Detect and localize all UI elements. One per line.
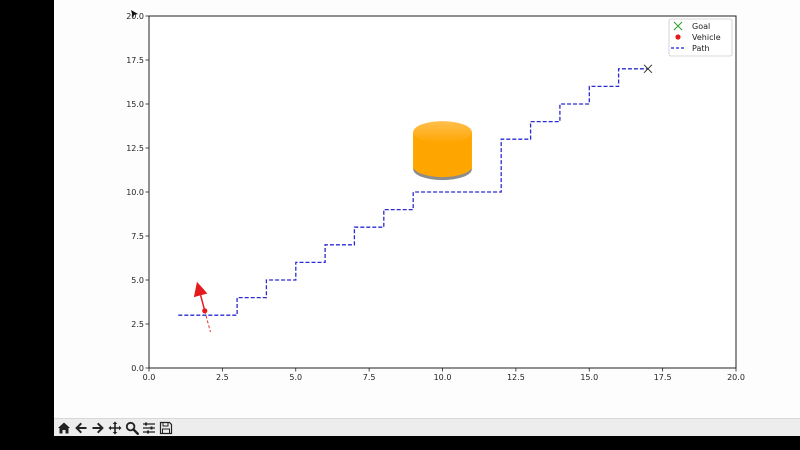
home-button[interactable] [56,420,72,436]
legend-box [668,18,733,57]
vehicle-heading-arrow [193,281,208,298]
y-tick-label: 7.5 [131,232,144,241]
navigation-toolbar [54,418,800,436]
x-tick-label: 12.5 [507,373,525,382]
legend-label: Goal [692,22,710,31]
vehicle-trail [204,310,211,333]
figure-canvas[interactable]: 0.0 2.5 5.0 7.5 10.0 12.5 15.0 17.5 20.0 0.0 2.5 5.… [54,0,800,418]
y-tick-label: 10.0 [126,188,144,197]
x-tick-label: 10.0 [434,373,452,382]
legend-goal-marker [673,21,683,31]
obstacle-cylinder [413,121,472,181]
vehicle-heading-line [199,295,206,311]
back-button[interactable] [73,420,89,436]
zoom-button[interactable] [124,420,140,436]
configure-subplots-button[interactable] [141,420,157,436]
save-button[interactable] [158,420,174,436]
window-bottom-border [54,436,800,450]
x-tick-label: 7.5 [363,373,376,382]
legend-label: Path [692,44,710,53]
legend-vehicle-marker [675,34,681,40]
path-series-line [178,68,648,316]
vehicle-marker [202,308,208,314]
mouse-cursor-icon [131,10,138,18]
y-tick-label: 0.0 [131,364,144,373]
x-tick-label: 2.5 [216,373,229,382]
y-tick-label: 20.0 [126,12,144,21]
goal-marker [643,64,653,74]
x-tick-label: 20.0 [727,373,745,382]
back-arrow-icon [75,422,87,433]
legend-label: Vehicle [692,33,721,42]
pan-button[interactable] [107,420,123,436]
y-tick-label: 17.5 [126,56,144,65]
x-tick-label: 15.0 [580,373,598,382]
forward-arrow-icon [92,422,104,433]
x-tick-label: 0.0 [143,373,156,382]
plot-svg: 0.0 2.5 5.0 7.5 10.0 12.5 15.0 17.5 20.0 0.0 2.5 5.… [126,10,745,382]
y-tick-label: 12.5 [126,144,144,153]
x-tick-label: 5.0 [289,373,302,382]
home-icon [58,422,70,433]
y-tick-label: 2.5 [131,320,144,329]
zoom-icon [125,421,139,435]
app-window: 0.0 2.5 5.0 7.5 10.0 12.5 15.0 17.5 20.0 0.0 2.5 5.… [27,0,800,450]
y-tick-label: 5.0 [131,276,144,285]
y-tick-label: 15.0 [126,100,144,109]
x-tick-label: 17.5 [654,373,672,382]
pan-icon [108,421,122,434]
save-icon [159,421,173,434]
configure-subplots-icon [143,422,155,433]
forward-button[interactable] [90,420,106,436]
